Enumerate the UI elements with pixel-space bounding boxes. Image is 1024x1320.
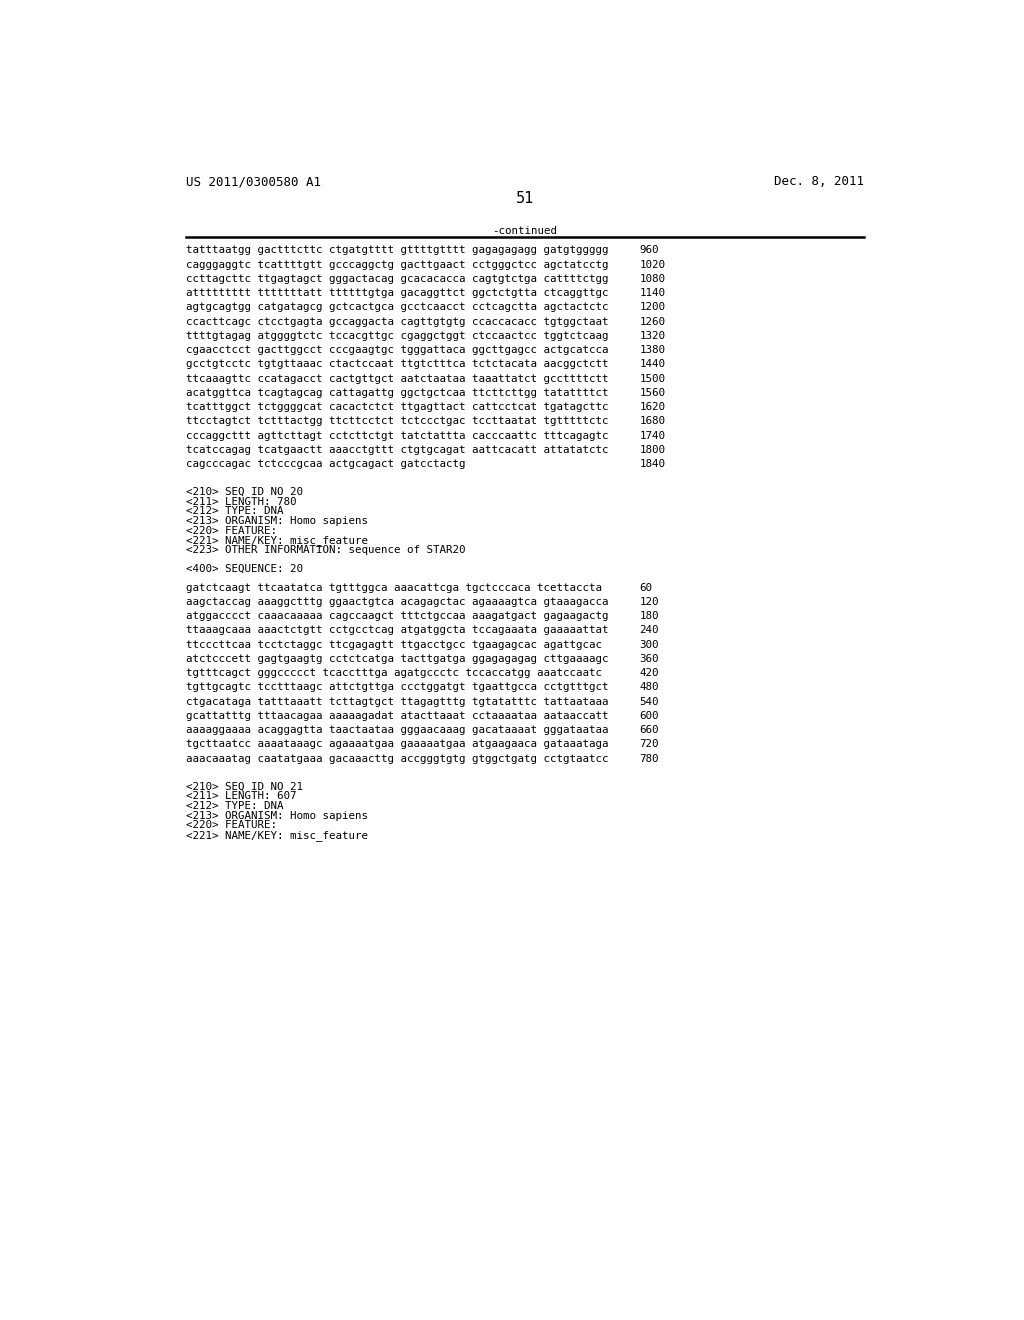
Text: tcatttggct tctggggcat cacactctct ttgagttact cattcctcat tgatagcttc: tcatttggct tctggggcat cacactctct ttgagtt… (186, 403, 608, 412)
Text: ttcctagtct tctttactgg ttcttcctct tctccctgac tccttaatat tgtttttctc: ttcctagtct tctttactgg ttcttcctct tctccct… (186, 416, 608, 426)
Text: 1200: 1200 (640, 302, 666, 313)
Text: <212> TYPE: DNA: <212> TYPE: DNA (186, 801, 284, 810)
Text: 1840: 1840 (640, 459, 666, 469)
Text: <211> LENGTH: 780: <211> LENGTH: 780 (186, 496, 297, 507)
Text: aaaaggaaaa acaggagtta taactaataa gggaacaaag gacataaaat gggataataa: aaaaggaaaa acaggagtta taactaataa gggaaca… (186, 725, 608, 735)
Text: cagcccagac tctcccgcaa actgcagact gatcctactg: cagcccagac tctcccgcaa actgcagact gatccta… (186, 459, 466, 469)
Text: gatctcaagt ttcaatatca tgtttggca aaacattcga tgctcccaca tcettaccta: gatctcaagt ttcaatatca tgtttggca aaacattc… (186, 582, 602, 593)
Text: 420: 420 (640, 668, 659, 678)
Text: ctgacataga tatttaaatt tcttagtgct ttagagtttg tgtatatttc tattaataaa: ctgacataga tatttaaatt tcttagtgct ttagagt… (186, 697, 608, 706)
Text: ttaaagcaaa aaactctgtt cctgcctcag atgatggcta tccagaaata gaaaaattat: ttaaagcaaa aaactctgtt cctgcctcag atgatgg… (186, 626, 608, 635)
Text: tcatccagag tcatgaactt aaacctgttt ctgtgcagat aattcacatt attatatctc: tcatccagag tcatgaactt aaacctgttt ctgtgca… (186, 445, 608, 455)
Text: <213> ORGANISM: Homo sapiens: <213> ORGANISM: Homo sapiens (186, 516, 368, 527)
Text: 480: 480 (640, 682, 659, 693)
Text: 1620: 1620 (640, 403, 666, 412)
Text: 300: 300 (640, 640, 659, 649)
Text: 660: 660 (640, 725, 659, 735)
Text: <210> SEQ ID NO 21: <210> SEQ ID NO 21 (186, 781, 303, 792)
Text: tgcttaatcc aaaataaagc agaaaatgaa gaaaaatgaa atgaagaaca gataaataga: tgcttaatcc aaaataaagc agaaaatgaa gaaaaat… (186, 739, 608, 750)
Text: tgttgcagtc tcctttaagc attctgttga ccctggatgt tgaattgcca cctgtttgct: tgttgcagtc tcctttaagc attctgttga ccctgga… (186, 682, 608, 693)
Text: <212> TYPE: DNA: <212> TYPE: DNA (186, 507, 284, 516)
Text: atctcccett gagtgaagtg cctctcatga tacttgatga ggagagagag cttgaaaagc: atctcccett gagtgaagtg cctctcatga tacttga… (186, 653, 608, 664)
Text: cgaacctcct gacttggcct cccgaagtgc tgggattaca ggcttgagcc actgcatcca: cgaacctcct gacttggcct cccgaagtgc tgggatt… (186, 345, 608, 355)
Text: 1500: 1500 (640, 374, 666, 384)
Text: 51: 51 (516, 191, 534, 206)
Text: ccacttcagc ctcctgagta gccaggacta cagttgtgtg ccaccacacc tgtggctaat: ccacttcagc ctcctgagta gccaggacta cagttgt… (186, 317, 608, 326)
Text: 600: 600 (640, 711, 659, 721)
Text: 1140: 1140 (640, 288, 666, 298)
Text: 540: 540 (640, 697, 659, 706)
Text: <220> FEATURE:: <220> FEATURE: (186, 820, 278, 830)
Text: gcctgtcctc tgtgttaaac ctactccaat ttgtctttca tctctacata aacggctctt: gcctgtcctc tgtgttaaac ctactccaat ttgtctt… (186, 359, 608, 370)
Text: 1320: 1320 (640, 331, 666, 341)
Text: agtgcagtgg catgatagcg gctcactgca gcctcaacct cctcagctta agctactctc: agtgcagtgg catgatagcg gctcactgca gcctcaa… (186, 302, 608, 313)
Text: <211> LENGTH: 607: <211> LENGTH: 607 (186, 792, 297, 801)
Text: 1440: 1440 (640, 359, 666, 370)
Text: 780: 780 (640, 754, 659, 763)
Text: 1800: 1800 (640, 445, 666, 455)
Text: <210> SEQ ID NO 20: <210> SEQ ID NO 20 (186, 487, 303, 498)
Text: aaacaaatag caatatgaaa gacaaacttg accgggtgtg gtggctgatg cctgtaatcc: aaacaaatag caatatgaaa gacaaacttg accgggt… (186, 754, 608, 763)
Text: <221> NAME/KEY: misc_feature: <221> NAME/KEY: misc_feature (186, 536, 368, 546)
Text: ttcccttcaa tcctctaggc ttcgagagtt ttgacctgcc tgaagagcac agattgcac: ttcccttcaa tcctctaggc ttcgagagtt ttgacct… (186, 640, 602, 649)
Text: 60: 60 (640, 582, 652, 593)
Text: ttcaaagttc ccatagacct cactgttgct aatctaataa taaattatct gccttttctt: ttcaaagttc ccatagacct cactgttgct aatctaa… (186, 374, 608, 384)
Text: gcattatttg tttaacagaa aaaaagadat atacttaaat cctaaaataa aataaccatt: gcattatttg tttaacagaa aaaaagadat atactta… (186, 711, 608, 721)
Text: 1080: 1080 (640, 275, 666, 284)
Text: attttttttt tttttttatt ttttttgtga gacaggttct ggctctgtta ctcaggttgc: attttttttt tttttttatt ttttttgtga gacaggt… (186, 288, 608, 298)
Text: 120: 120 (640, 597, 659, 607)
Text: <213> ORGANISM: Homo sapiens: <213> ORGANISM: Homo sapiens (186, 810, 368, 821)
Text: 360: 360 (640, 653, 659, 664)
Text: tatttaatgg gactttcttc ctgatgtttt gttttgtttt gagagagagg gatgtggggg: tatttaatgg gactttcttc ctgatgtttt gttttgt… (186, 246, 608, 255)
Text: 1260: 1260 (640, 317, 666, 326)
Text: <400> SEQUENCE: 20: <400> SEQUENCE: 20 (186, 564, 303, 574)
Text: aagctaccag aaaggctttg ggaactgtca acagagctac agaaaagtca gtaaagacca: aagctaccag aaaggctttg ggaactgtca acagagc… (186, 597, 608, 607)
Text: Dec. 8, 2011: Dec. 8, 2011 (774, 176, 864, 189)
Text: 1560: 1560 (640, 388, 666, 397)
Text: ccttagcttc ttgagtagct gggactacag gcacacacca cagtgtctga cattttctgg: ccttagcttc ttgagtagct gggactacag gcacaca… (186, 275, 608, 284)
Text: -continued: -continued (493, 226, 557, 236)
Text: 960: 960 (640, 246, 659, 255)
Text: <223> OTHER INFORMATION: sequence of STAR20: <223> OTHER INFORMATION: sequence of STA… (186, 545, 466, 554)
Text: 180: 180 (640, 611, 659, 622)
Text: US 2011/0300580 A1: US 2011/0300580 A1 (186, 176, 322, 189)
Text: 1680: 1680 (640, 416, 666, 426)
Text: ttttgtagag atggggtctc tccacgttgc cgaggctggt ctccaactcc tggtctcaag: ttttgtagag atggggtctc tccacgttgc cgaggct… (186, 331, 608, 341)
Text: atggacccct caaacaaaaa cagccaagct tttctgccaa aaagatgact gagaagactg: atggacccct caaacaaaaa cagccaagct tttctgc… (186, 611, 608, 622)
Text: 1740: 1740 (640, 430, 666, 441)
Text: cccaggcttt agttcttagt cctcttctgt tatctattta cacccaattc tttcagagtc: cccaggcttt agttcttagt cctcttctgt tatctat… (186, 430, 608, 441)
Text: 240: 240 (640, 626, 659, 635)
Text: 720: 720 (640, 739, 659, 750)
Text: 1020: 1020 (640, 260, 666, 269)
Text: <221> NAME/KEY: misc_feature: <221> NAME/KEY: misc_feature (186, 830, 368, 841)
Text: acatggttca tcagtagcag cattagattg ggctgctcaa ttcttcttgg tatattttct: acatggttca tcagtagcag cattagattg ggctgct… (186, 388, 608, 397)
Text: cagggaggtc tcattttgtt gcccaggctg gacttgaact cctgggctcc agctatcctg: cagggaggtc tcattttgtt gcccaggctg gacttga… (186, 260, 608, 269)
Text: <220> FEATURE:: <220> FEATURE: (186, 525, 278, 536)
Text: 1380: 1380 (640, 345, 666, 355)
Text: tgtttcagct gggccccct tcacctttga agatgccctc tccaccatgg aaatccaatc: tgtttcagct gggccccct tcacctttga agatgccc… (186, 668, 602, 678)
